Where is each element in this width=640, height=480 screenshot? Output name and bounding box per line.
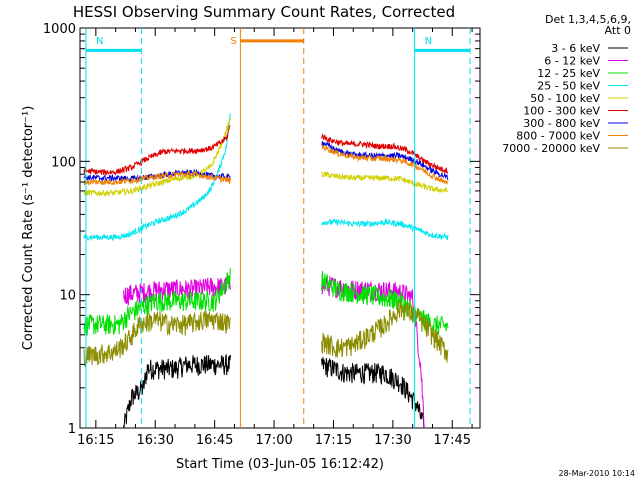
marker-label: S [230,36,236,47]
legend-label: 12 - 25 keV [537,67,600,80]
series-path [123,275,231,306]
series-line [123,353,425,429]
x-tick-label: 17:30 [374,433,411,448]
series-path [321,357,425,429]
series-path [123,353,231,429]
legend-label: 7000 - 20000 keV [502,142,600,155]
series-line [83,144,449,186]
chart-title: HESSI Observing Summary Count Rates, Cor… [73,3,455,21]
y-tick-label: 10 [59,289,76,304]
series-path [83,311,231,369]
legend-label: 300 - 800 keV [523,117,600,130]
legend-header-line: Det 1,3,4,5,6,9, [545,13,631,26]
series-path [83,267,231,337]
legend-label: 3 - 6 keV [551,42,600,55]
legend-label: 100 - 300 keV [523,105,600,118]
marker-label: N [96,36,103,47]
y-tick-label: 100 [51,155,76,170]
legend-header: Det 1,3,4,5,6,9,Att 0 [545,13,631,37]
x-tick-label: 16:45 [196,433,233,448]
y-tick-label: 1 [68,422,76,437]
plot-frame [79,27,481,429]
x-tick-label: 16:15 [77,433,114,448]
legend-label: 800 - 7000 keV [516,130,600,143]
legend-label: 6 - 12 keV [544,55,600,68]
x-tick-label: 17:15 [315,433,352,448]
legend-label: 25 - 50 keV [537,80,600,93]
series-path [83,118,231,197]
series-line [83,267,449,337]
series-path [321,171,449,194]
series-line [83,118,449,197]
x-tick-label: 17:00 [255,433,292,448]
legend-header-line: Att 0 [605,24,631,37]
axis-layer: 16:15 16:30 16:45 17:00 17:15 17:30 17:45 1 10 10… [43,22,480,448]
x-tick-label: 16:30 [137,433,174,448]
series-line [83,113,449,242]
series-path [321,217,449,241]
x-tick-label: 17:45 [434,433,471,448]
y-tick-label: 1000 [43,22,76,37]
series-path [83,170,231,186]
x-axis-label: Start Time (03-Jun-05 16:12:42) [176,457,384,472]
series-path [83,125,231,176]
legend-label: 50 - 100 keV [530,92,600,105]
marker-layer: N NS [85,28,471,428]
marker-label: N [425,36,432,47]
series-path [83,113,231,242]
y-axis-label: Corrected Count Rate (s⁻¹ detector⁻¹) [21,106,36,351]
series-path [321,144,449,186]
series-layer [83,113,449,429]
series-path [321,299,449,363]
timestamp: 28-Mar-2010 10:14 [559,469,636,478]
series-line [83,299,449,369]
series-path [321,270,449,335]
series-path [321,132,449,174]
series-line [83,125,449,176]
